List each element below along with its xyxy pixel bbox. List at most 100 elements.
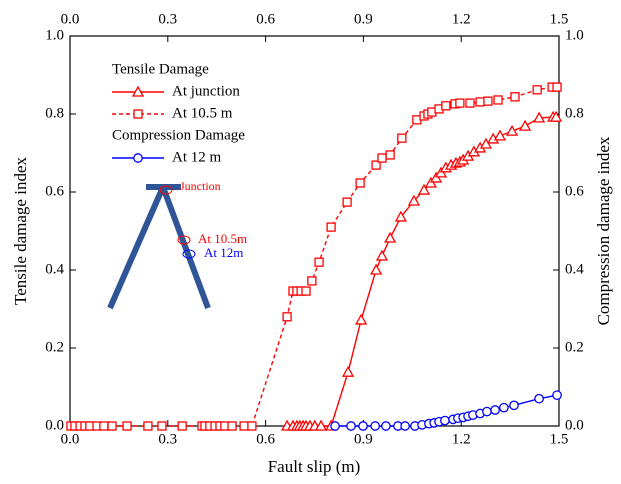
square-marker [99, 421, 109, 431]
square-marker [177, 421, 187, 431]
square-marker [355, 178, 365, 188]
y-axis-label: Tensile damage index [11, 157, 30, 305]
y2-tick-label: 0.0 [565, 417, 584, 433]
square-marker [465, 98, 475, 108]
square-marker [441, 101, 451, 111]
marker-ellipse [159, 185, 173, 195]
triangle-marker [549, 110, 563, 122]
square-marker [455, 98, 465, 108]
y-tick-label: 0.0 [45, 417, 64, 433]
triangle-marker [518, 119, 532, 131]
x2-tick-label: 0.3 [158, 11, 177, 27]
square-marker [247, 421, 257, 431]
square-marker [227, 421, 237, 431]
y2-tick-label: 0.8 [565, 105, 584, 121]
x-tick-label: 0.0 [61, 431, 80, 447]
x-tick-label: 1.2 [452, 431, 471, 447]
x-tick-label: 0.6 [256, 431, 275, 447]
y-tick-label: 0.8 [45, 105, 64, 121]
y-tick-label: 1.0 [45, 27, 64, 43]
square-marker [157, 421, 167, 431]
triangle-marker [370, 263, 383, 275]
y-tick-label: 0.2 [45, 339, 64, 355]
square-marker [483, 96, 493, 106]
square-marker [342, 197, 352, 207]
circle-marker [381, 421, 391, 431]
marker-ellipse [182, 249, 196, 259]
legend-title: Compression Damage [112, 127, 245, 143]
square-marker [552, 82, 562, 92]
circle-marker [400, 421, 410, 431]
circle-marker [370, 421, 380, 431]
circle-marker [330, 421, 340, 431]
series-line [287, 116, 557, 427]
triangle-marker [533, 111, 546, 123]
square-marker [326, 222, 336, 232]
y2-tick-label: 0.4 [565, 261, 584, 277]
inset-diagram: Junction At 10.5m At 12m [107, 179, 247, 310]
square-marker [307, 276, 317, 286]
legend-marker [133, 109, 143, 119]
x-axis-label: Fault slip (m) [268, 457, 361, 476]
square-marker [282, 312, 292, 322]
circle-marker [440, 415, 450, 426]
x2-tick-label: 0.6 [256, 11, 275, 27]
y2-tick-label: 1.0 [565, 27, 584, 43]
legend-marker [131, 85, 145, 97]
square-marker [239, 421, 249, 431]
legend-label: At junction [172, 83, 240, 99]
circle-marker [482, 406, 492, 417]
square-marker [510, 92, 520, 102]
triangle-marker [341, 365, 355, 377]
square-marker [143, 421, 153, 431]
square-marker [122, 421, 132, 431]
square-marker [371, 160, 381, 170]
square-marker [301, 286, 311, 296]
x2-tick-label: 1.5 [550, 11, 569, 27]
legend-label: At 10.5 m [172, 105, 233, 121]
square-marker [397, 133, 407, 143]
circle-marker [490, 405, 500, 415]
marker-ellipse [177, 235, 191, 245]
x2-tick-label: 0.0 [61, 11, 80, 27]
y2-tick-label: 0.2 [565, 339, 584, 355]
circle-marker [552, 390, 562, 401]
triangle-marker [384, 231, 397, 243]
x-tick-label: 0.3 [158, 431, 177, 447]
square-marker [385, 150, 395, 160]
annotation: Junction [180, 179, 221, 193]
x2-tick-label: 0.9 [354, 11, 373, 27]
triangle-marker [493, 129, 507, 141]
series-line [70, 86, 558, 427]
x-tick-label: 0.9 [354, 431, 373, 447]
square-marker [532, 85, 542, 95]
triangle-marker [314, 419, 328, 431]
circle-marker [346, 421, 356, 431]
frame-leg [107, 185, 166, 310]
triangle-marker [407, 194, 421, 206]
circle-marker [499, 402, 509, 413]
triangle-marker [394, 210, 407, 222]
triangle-marker [417, 183, 431, 195]
y2-tick-label: 0.6 [565, 183, 584, 199]
y-tick-label: 0.4 [45, 261, 64, 277]
y2-axis-label: Compression damage index [594, 136, 613, 325]
x2-tick-label: 1.2 [452, 11, 471, 27]
x-tick-label: 1.5 [550, 431, 569, 447]
triangle-marker [355, 313, 368, 325]
circle-marker [509, 400, 519, 411]
triangle-marker [375, 249, 389, 261]
legend-marker [133, 153, 143, 163]
circle-marker [358, 421, 368, 431]
legend-title: Tensile Damage [112, 61, 209, 77]
legend-label: At 12 m [172, 149, 222, 165]
square-marker [493, 95, 503, 105]
circle-marker [534, 393, 544, 404]
square-marker [377, 153, 387, 163]
annotation: At 10.5m [198, 231, 247, 246]
y-tick-label: 0.6 [45, 183, 64, 199]
annotation: At 12m [204, 245, 243, 260]
square-marker [314, 257, 324, 267]
triangle-marker [505, 124, 519, 136]
